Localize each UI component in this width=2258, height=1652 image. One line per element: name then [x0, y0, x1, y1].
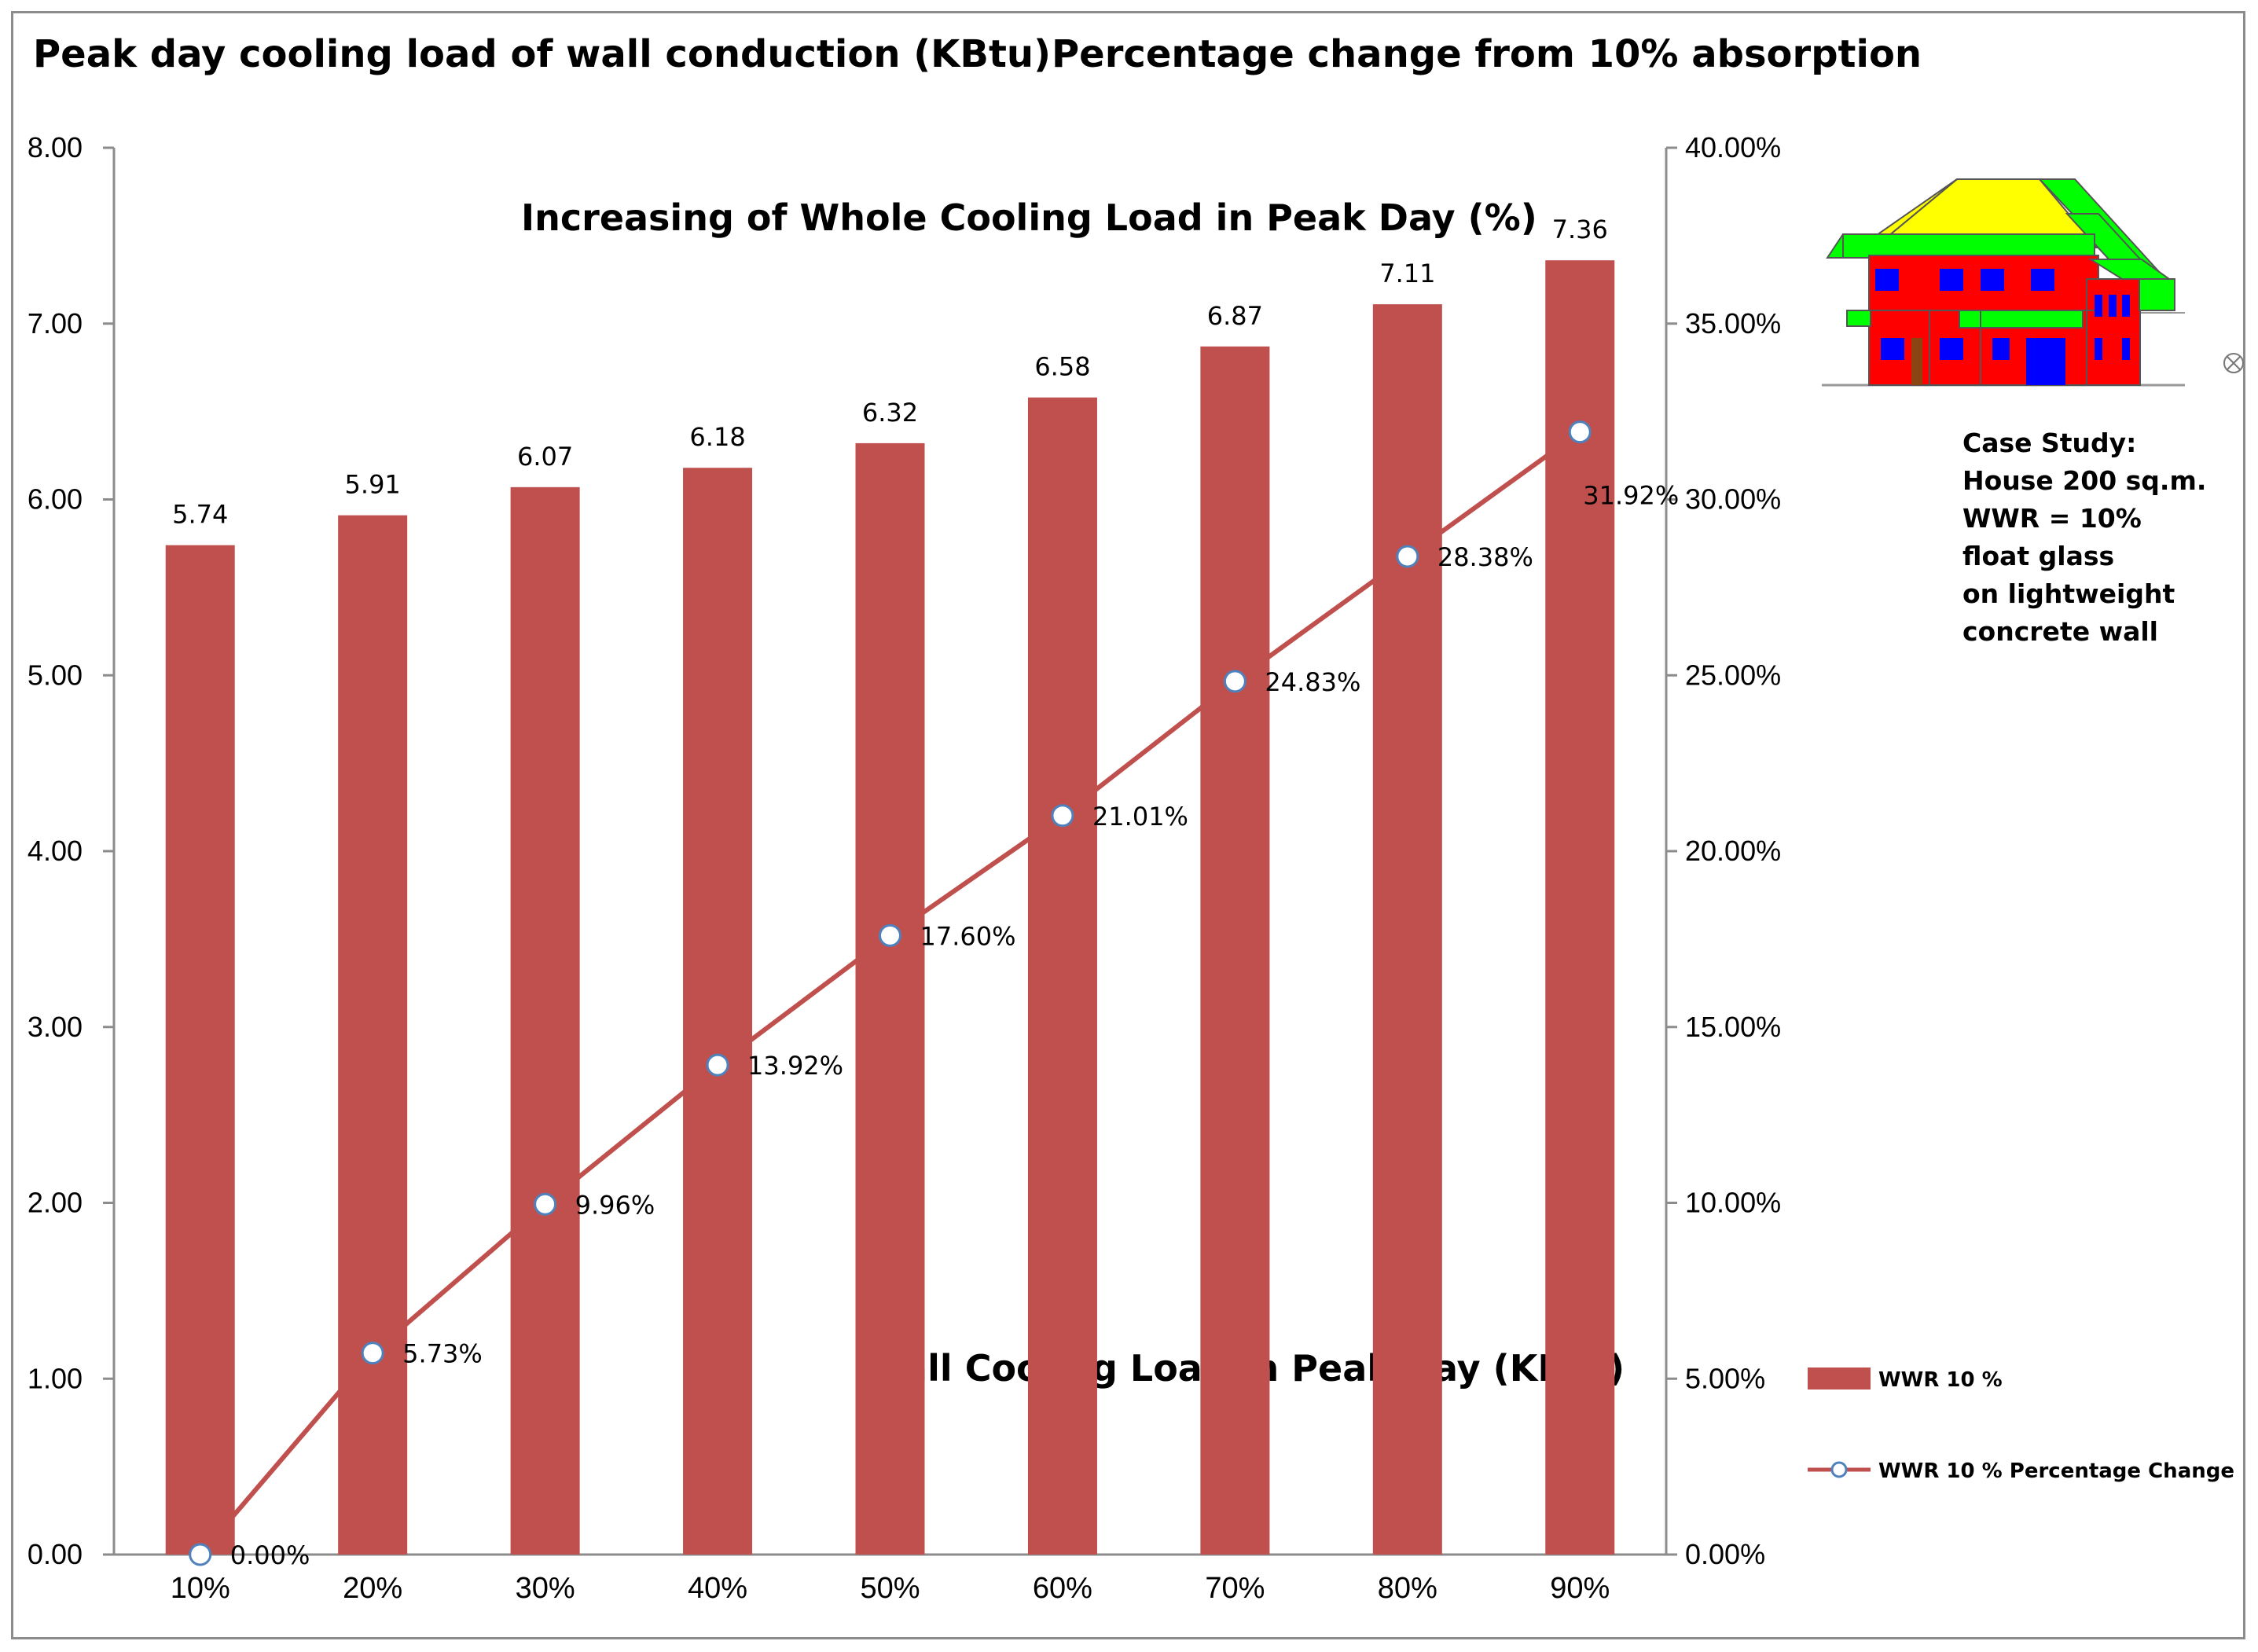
y-left-ticks: 0.00 1.00 2.00 3.00 4.00 5.00 6.00 7.00 8.00: [28, 131, 114, 1570]
case-study-line: on lightweight: [1962, 578, 2175, 609]
bar: [510, 486, 580, 1555]
line-labels: 0.00% 5.73% 9.96% 13.92% 17.60% 21.01% 24.83% 2…: [230, 481, 1680, 1570]
line-data-label: 0.00%: [230, 1540, 310, 1570]
legend-bar-swatch: [1808, 1367, 1871, 1390]
y-right-tick-label: 30.00%: [1685, 483, 1781, 516]
x-tick-label: 70%: [1205, 1572, 1265, 1605]
y-right-tick-label: 20.00%: [1685, 835, 1781, 867]
x-tick-label: 30%: [516, 1572, 575, 1605]
bar-data-label: 5.74: [172, 500, 228, 530]
bar: [683, 468, 753, 1555]
line-point: [1568, 420, 1592, 444]
y-left-tick-label: 8.00: [28, 131, 83, 163]
legend: WWR 10 % WWR 10 % Percentage Change: [1808, 1367, 2234, 1483]
line-annotation: Increasing of Whole Cooling Load in Peak…: [521, 196, 1537, 239]
x-tick-label: 20%: [343, 1572, 402, 1605]
legend-line-marker: [1830, 1461, 1848, 1478]
y-left-tick-label: 6.00: [28, 483, 83, 516]
bar-data-label: 6.87: [1207, 301, 1263, 331]
bar: [1027, 397, 1097, 1555]
legend-line-label: WWR 10 % Percentage Change: [1878, 1459, 2234, 1483]
x-tick-label: 50%: [860, 1572, 920, 1605]
x-tick-label: 60%: [1033, 1572, 1092, 1605]
x-tick-label: 80%: [1378, 1572, 1437, 1605]
line-point: [534, 1192, 557, 1216]
y-left-tick-label: 2.00: [28, 1187, 83, 1219]
chart-title-left: Peak day cooling load of wall conduction…: [33, 32, 1051, 76]
x-tick-label: 40%: [688, 1572, 747, 1605]
case-study-line: House 200 sq.m.: [1962, 465, 2206, 496]
x-tick-label: 90%: [1550, 1572, 1610, 1605]
line-point: [1223, 670, 1246, 693]
bar: [855, 442, 925, 1555]
y-right-tick-label: 10.00%: [1685, 1187, 1781, 1219]
y-right-tick-label: 15.00%: [1685, 1011, 1781, 1043]
y-left-tick-label: 7.00: [28, 307, 83, 340]
y-left-tick-label: 3.00: [28, 1011, 83, 1043]
bar-data-label: 5.91: [345, 470, 401, 500]
line-series: [189, 420, 1592, 1566]
line-point: [1396, 545, 1419, 568]
x-category-labels: 10% 20% 30% 40% 50% 60% 70% 80% 90%: [171, 1572, 1610, 1605]
line-point: [706, 1053, 729, 1077]
y-left-tick-label: 4.00: [28, 835, 83, 867]
line-data-label: 13.92%: [747, 1051, 843, 1081]
case-study-line: concrete wall: [1962, 616, 2158, 647]
case-study-line: Case Study:: [1962, 428, 2136, 458]
bar-data-label: 6.58: [1034, 352, 1090, 382]
bar: [1372, 304, 1442, 1555]
line-data-label: 21.01%: [1092, 802, 1188, 832]
y-right-tick-label: 5.00%: [1685, 1362, 1765, 1394]
bar: [165, 545, 235, 1555]
bar: [1545, 260, 1615, 1555]
y-left-tick-label: 0.00: [28, 1538, 83, 1570]
house-illustration: [1822, 178, 2244, 387]
case-study-line: float glass: [1962, 541, 2114, 571]
y-left-tick-label: 1.00: [28, 1362, 83, 1394]
case-study-line: WWR = 10%: [1962, 503, 2142, 534]
line-data-label: 5.73%: [402, 1339, 483, 1369]
bar: [338, 515, 408, 1555]
line-data-label: 17.60%: [920, 921, 1016, 951]
bar-labels: 5.74 5.91 6.07 6.18 6.32 6.58 6.87 7.11 7.36: [172, 215, 1608, 529]
y-right-tick-label: 35.00%: [1685, 307, 1781, 340]
y-right-tick-label: 25.00%: [1685, 659, 1781, 691]
case-study-note: Case Study: House 200 sq.m. WWR = 10% float…: [1962, 428, 2206, 647]
x-tick-label: 10%: [171, 1572, 230, 1605]
line-point: [361, 1342, 384, 1365]
line-data-label: 9.96%: [575, 1190, 655, 1220]
line-point: [1051, 804, 1074, 828]
bar: [1200, 346, 1270, 1555]
bar-data-label: 7.36: [1552, 215, 1608, 244]
bar-data-label: 6.32: [862, 398, 918, 428]
line-data-label: 31.92%: [1583, 481, 1679, 511]
y-left-tick-label: 5.00: [28, 659, 83, 691]
bar-series: [165, 260, 1615, 1555]
chart-title-right: Percentage change from 10% absorption: [1052, 32, 1922, 76]
line-data-label: 24.83%: [1265, 667, 1360, 697]
bar-data-label: 6.18: [689, 422, 745, 452]
bar-data-label: 7.11: [1379, 259, 1435, 288]
y-right-ticks: 0.00% 5.00% 10.00% 15.00% 20.00% 25.00% 30.00%…: [1666, 131, 1781, 1570]
legend-bar-label: WWR 10 %: [1878, 1368, 2003, 1392]
line-point: [879, 923, 901, 947]
y-right-tick-label: 40.00%: [1685, 131, 1781, 163]
y-right-tick-label: 0.00%: [1685, 1538, 1765, 1570]
line-data-label: 28.38%: [1437, 542, 1533, 572]
bar-data-label: 6.07: [517, 442, 573, 472]
line-point: [189, 1543, 212, 1566]
